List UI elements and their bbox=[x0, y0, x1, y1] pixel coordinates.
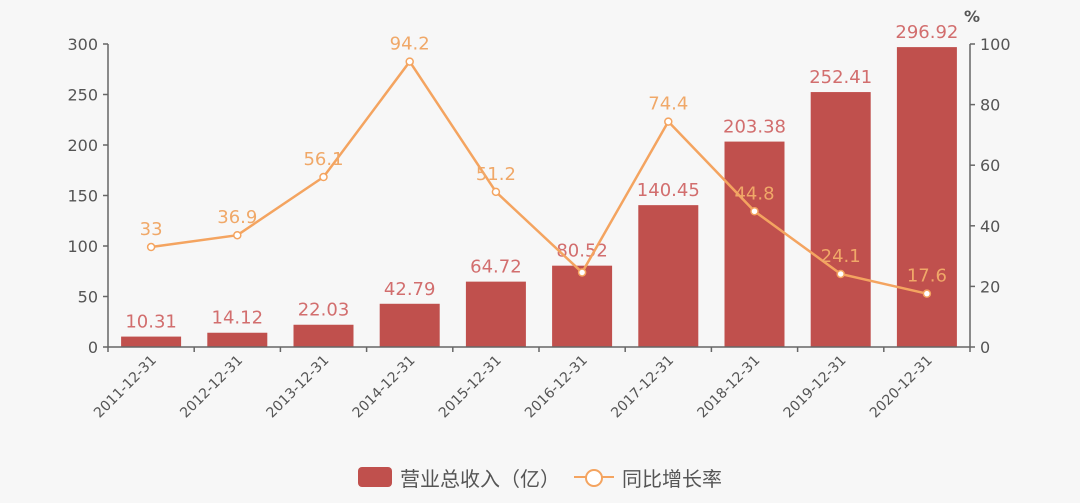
right-axis-tick-label: 100 bbox=[980, 35, 1011, 54]
revenue-bar-label: 252.41 bbox=[809, 67, 872, 88]
growth-point-label: 24.1 bbox=[821, 246, 861, 267]
revenue-bar bbox=[379, 303, 440, 347]
growth-point-marker bbox=[664, 117, 673, 126]
right-axis-tick-label: 40 bbox=[980, 217, 1000, 236]
growth-point-marker bbox=[405, 57, 414, 66]
line-marker-icon bbox=[574, 467, 614, 487]
revenue-bar-label: 42.79 bbox=[384, 279, 436, 300]
left-axis-tick-label: 100 bbox=[67, 237, 98, 256]
chart-legend: 营业总收入（亿） 同比增长率 bbox=[0, 462, 1080, 492]
growth-point-label: 44.8 bbox=[734, 183, 774, 204]
x-axis-tick-label: 2016-12-31 bbox=[522, 353, 591, 422]
growth-point-label: 33 bbox=[140, 219, 163, 240]
left-axis-tick-label: 250 bbox=[67, 86, 98, 105]
x-axis-tick-label: 2014-12-31 bbox=[350, 353, 419, 422]
revenue-bar-label: 10.31 bbox=[125, 312, 177, 333]
growth-point-marker bbox=[750, 207, 759, 216]
right-axis-tick-label: 60 bbox=[980, 156, 1000, 175]
revenue-bar bbox=[724, 141, 785, 347]
growth-point-label: 74.4 bbox=[648, 94, 688, 115]
growth-point-marker bbox=[922, 289, 932, 298]
x-axis-tick-label: 2013-12-31 bbox=[263, 353, 332, 422]
revenue-bar bbox=[810, 92, 871, 347]
x-axis-tick-label: 2011-12-31 bbox=[91, 353, 160, 422]
revenue-bar bbox=[465, 281, 526, 347]
legend-item-revenue[interactable]: 营业总收入（亿） bbox=[358, 463, 560, 492]
right-axis-tick-label: 0 bbox=[980, 338, 990, 357]
revenue-bar bbox=[896, 47, 957, 347]
x-axis-tick-label: 2020-12-31 bbox=[867, 353, 936, 422]
legend-item-growth[interactable]: 同比增长率 bbox=[574, 463, 722, 492]
growth-point-marker bbox=[319, 172, 328, 182]
revenue-bar-label: 296.92 bbox=[895, 22, 958, 43]
left-axis-tick-label: 300 bbox=[67, 35, 98, 54]
revenue-bar-label: 22.03 bbox=[298, 300, 350, 321]
growth-point-label: 56.1 bbox=[303, 149, 343, 170]
x-axis-tick-label: 2019-12-31 bbox=[781, 353, 850, 422]
revenue-bar-label: 64.72 bbox=[470, 257, 522, 278]
x-axis-tick-label: 2018-12-31 bbox=[694, 353, 763, 422]
left-axis-tick-label: 50 bbox=[78, 288, 98, 307]
growth-point-label: 94.2 bbox=[390, 34, 430, 55]
bar-swatch-icon bbox=[358, 467, 392, 487]
right-axis-tick-label: 20 bbox=[980, 277, 1000, 296]
revenue-bar-label: 14.12 bbox=[212, 308, 264, 329]
left-axis-tick-label: 200 bbox=[67, 136, 98, 155]
revenue-bar bbox=[552, 265, 613, 347]
x-axis-tick-label: 2017-12-31 bbox=[608, 353, 677, 422]
revenue-bar bbox=[293, 324, 354, 347]
growth-point-marker bbox=[146, 242, 156, 252]
x-axis-tick-label: 2012-12-31 bbox=[177, 353, 246, 422]
revenue-bar-label: 203.38 bbox=[723, 117, 786, 138]
revenue-bar bbox=[207, 332, 268, 347]
growth-point-marker bbox=[836, 269, 845, 279]
chart-canvas: 10.31 14.12 22.03 42.79 64.72 80.52 140.45 203.… bbox=[67, 7, 1011, 422]
growth-point-marker bbox=[491, 187, 501, 197]
right-axis-tick-label: 80 bbox=[980, 96, 1000, 115]
growth-point-marker bbox=[577, 268, 587, 277]
revenue-bar-label: 80.52 bbox=[556, 241, 608, 262]
legend-label-growth: 同比增长率 bbox=[622, 466, 722, 491]
x-axis-tick-label: 2015-12-31 bbox=[436, 353, 505, 422]
left-axis-tick-label: 150 bbox=[67, 187, 98, 206]
right-axis-unit-label: % bbox=[964, 7, 980, 26]
legend-label-revenue: 营业总收入（亿） bbox=[400, 466, 560, 491]
revenue-bar bbox=[638, 205, 699, 347]
left-axis-tick-label: 0 bbox=[88, 338, 98, 357]
growth-point-label: 36.9 bbox=[217, 207, 257, 228]
revenue-bars: 10.31 14.12 22.03 42.79 64.72 80.52 140.45 203.… bbox=[121, 22, 958, 347]
growth-point-label: 51.2 bbox=[476, 164, 516, 185]
growth-line: 33 36.9 56.1 94.2 51.2 74.4 44.8 24.1 17.6 bbox=[140, 34, 947, 298]
growth-point-label: 17.6 bbox=[907, 266, 947, 287]
revenue-bar-label: 140.45 bbox=[637, 180, 700, 201]
revenue-bar bbox=[121, 336, 182, 347]
growth-point-marker bbox=[233, 230, 242, 240]
